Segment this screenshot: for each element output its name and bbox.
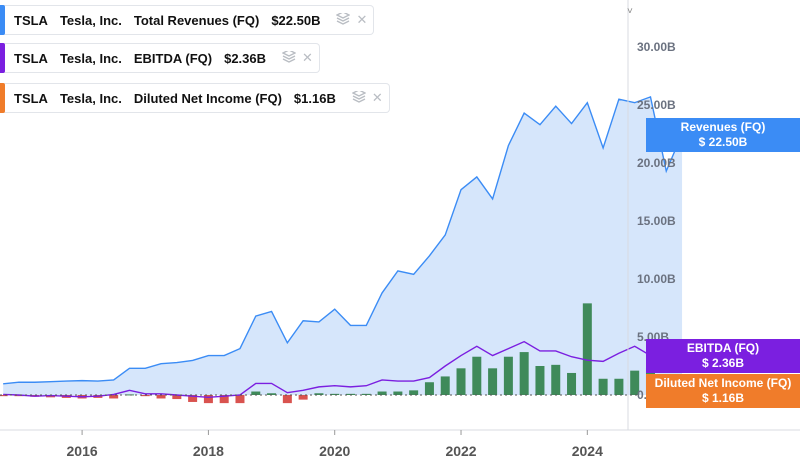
net-income-bar	[361, 393, 371, 395]
legend-value: $1.16B	[293, 90, 336, 106]
net-income-bar	[219, 395, 229, 404]
net-income-bar	[472, 356, 482, 395]
y-tick-label: 15.00B	[637, 214, 676, 228]
close-icon[interactable]: ✕	[302, 50, 313, 65]
badge-value: $ 1.16B	[701, 391, 745, 405]
legend-company: Tesla, Inc.	[59, 90, 122, 106]
legend-company: Tesla, Inc.	[59, 12, 122, 28]
x-tick-label: 2016	[67, 443, 98, 459]
legend-row-net-income[interactable]: TSLA Tesla, Inc. Diluted Net Income (FQ)…	[0, 83, 390, 113]
net-income-bar	[203, 395, 213, 404]
net-income-bar	[267, 393, 277, 395]
legend-value: $22.50B	[271, 12, 321, 28]
y-tick-label: 30.00B	[637, 40, 676, 54]
legend-company: Tesla, Inc.	[59, 50, 122, 66]
net-income-bar	[298, 395, 308, 400]
net-income-bar	[488, 368, 498, 395]
net-income-bar	[551, 364, 561, 395]
legend-value: $2.36B	[224, 50, 267, 66]
legend-metric: Total Revenues (FQ)	[133, 12, 260, 28]
net-income-bar	[330, 393, 340, 395]
badge-label: EBITDA (FQ)	[686, 341, 760, 355]
net-income-bar	[630, 370, 640, 395]
ebitda-line	[3, 340, 683, 399]
net-income-bar	[109, 395, 119, 399]
x-tick-layer: 2016 2018 2020 2022 2024	[67, 430, 603, 459]
stack-icon[interactable]	[281, 48, 297, 66]
net-income-bar	[519, 352, 529, 395]
x-tick-label: 2024	[572, 443, 603, 459]
net-income-bar	[346, 393, 355, 395]
legend-row-revenue[interactable]: TSLA Tesla, Inc. Total Revenues (FQ) $22…	[0, 5, 375, 35]
y-tick-label: 20.00B	[637, 156, 676, 170]
legend-swatch-net-income	[0, 83, 5, 113]
legend-ticker: TSLA	[14, 12, 48, 28]
badge-label: Revenues (FQ)	[680, 120, 766, 134]
net-income-bar	[614, 378, 624, 395]
corner-mark: ˅	[627, 6, 633, 17]
net-income-bar	[424, 382, 434, 395]
legend-metric: Diluted Net Income (FQ)	[133, 90, 282, 106]
revenue-area	[3, 96, 683, 395]
legend-ticker: TSLA	[14, 50, 48, 66]
net-income-bar	[582, 303, 592, 395]
net-income-bar	[0, 395, 8, 397]
series-line-layer	[3, 95, 683, 399]
net-income-bar	[503, 356, 513, 395]
revenue-line	[3, 95, 683, 385]
stack-icon[interactable]	[335, 10, 352, 28]
net-income-bar	[535, 366, 545, 395]
net-income-bar	[251, 391, 261, 395]
net-income-bar	[598, 378, 608, 395]
net-income-bar	[456, 368, 466, 395]
net-income-bar	[567, 372, 577, 395]
legend-metric: EBITDA (FQ)	[133, 50, 213, 66]
net-income-bar	[440, 376, 450, 395]
badge-value: $ 2.36B	[701, 356, 745, 370]
net-income-bar	[172, 395, 182, 400]
legend-swatch-revenue	[0, 5, 5, 35]
net-income-bar	[156, 395, 166, 399]
net-income-bar	[314, 393, 324, 395]
net-income-bar	[140, 395, 150, 397]
y-tick-label: 10.00B	[637, 272, 676, 286]
net-income-bar	[124, 394, 134, 396]
net-income-bar	[235, 395, 245, 404]
legend-row-ebitda[interactable]: TSLA Tesla, Inc. EBITDA (FQ) $2.36B ✕	[0, 43, 320, 73]
x-tick-label: 2020	[319, 443, 350, 459]
net-income-bar	[393, 391, 403, 395]
close-icon[interactable]: ✕	[356, 12, 368, 27]
ebitda-value-badge: EBITDA (FQ) $ 2.36B	[646, 339, 800, 373]
revenue-area-layer	[3, 96, 683, 395]
net-income-bar	[282, 395, 292, 404]
net-income-bar	[409, 390, 419, 395]
badge-label: Diluted Net Income (FQ)	[654, 376, 792, 390]
net-income-value-badge: Diluted Net Income (FQ) $ 1.16B	[646, 374, 800, 408]
y-tick-label: 25.00B	[637, 98, 676, 112]
x-tick-label: 2018	[193, 443, 224, 459]
close-icon[interactable]: ✕	[371, 90, 383, 105]
x-tick-label: 2022	[445, 443, 476, 459]
legend-swatch-ebitda	[0, 43, 5, 73]
net-income-bar	[377, 391, 387, 395]
stack-icon[interactable]	[351, 88, 367, 106]
revenue-value-badge: Revenues (FQ) $ 22.50B	[646, 118, 800, 152]
net-income-bar	[188, 395, 198, 402]
net-income-bar-layer	[0, 303, 687, 404]
legend-ticker: TSLA	[14, 90, 48, 106]
badge-value: $ 22.50B	[698, 135, 748, 149]
